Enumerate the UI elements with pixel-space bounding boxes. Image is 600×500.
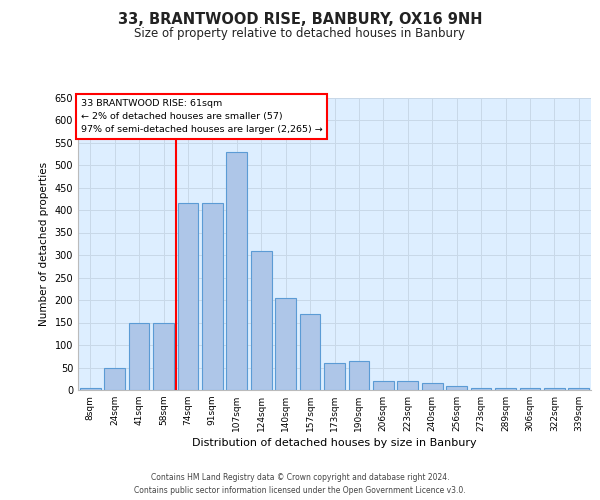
Bar	[251, 250, 272, 390]
Bar	[80, 388, 101, 390]
Text: 33 BRANTWOOD RISE: 61sqm
← 2% of detached houses are smaller (57)
97% of semi-de: 33 BRANTWOOD RISE: 61sqm ← 2% of detache…	[80, 99, 322, 134]
Bar	[349, 361, 370, 390]
Bar	[422, 383, 443, 390]
Bar	[275, 298, 296, 390]
Bar	[470, 388, 491, 390]
Bar	[226, 152, 247, 390]
Bar	[568, 388, 589, 390]
Bar	[446, 386, 467, 390]
Bar	[373, 381, 394, 390]
Bar	[544, 388, 565, 390]
Bar	[324, 363, 345, 390]
Bar	[128, 322, 149, 390]
Bar	[178, 203, 199, 390]
Bar	[495, 388, 516, 390]
Bar	[397, 381, 418, 390]
Y-axis label: Number of detached properties: Number of detached properties	[39, 162, 49, 326]
Text: Size of property relative to detached houses in Banbury: Size of property relative to detached ho…	[134, 28, 466, 40]
Bar	[520, 388, 541, 390]
Bar	[153, 322, 174, 390]
Bar	[299, 314, 320, 390]
X-axis label: Distribution of detached houses by size in Banbury: Distribution of detached houses by size …	[192, 438, 477, 448]
Bar	[104, 368, 125, 390]
Bar	[202, 203, 223, 390]
Text: 33, BRANTWOOD RISE, BANBURY, OX16 9NH: 33, BRANTWOOD RISE, BANBURY, OX16 9NH	[118, 12, 482, 28]
Text: Contains HM Land Registry data © Crown copyright and database right 2024.
Contai: Contains HM Land Registry data © Crown c…	[134, 474, 466, 495]
